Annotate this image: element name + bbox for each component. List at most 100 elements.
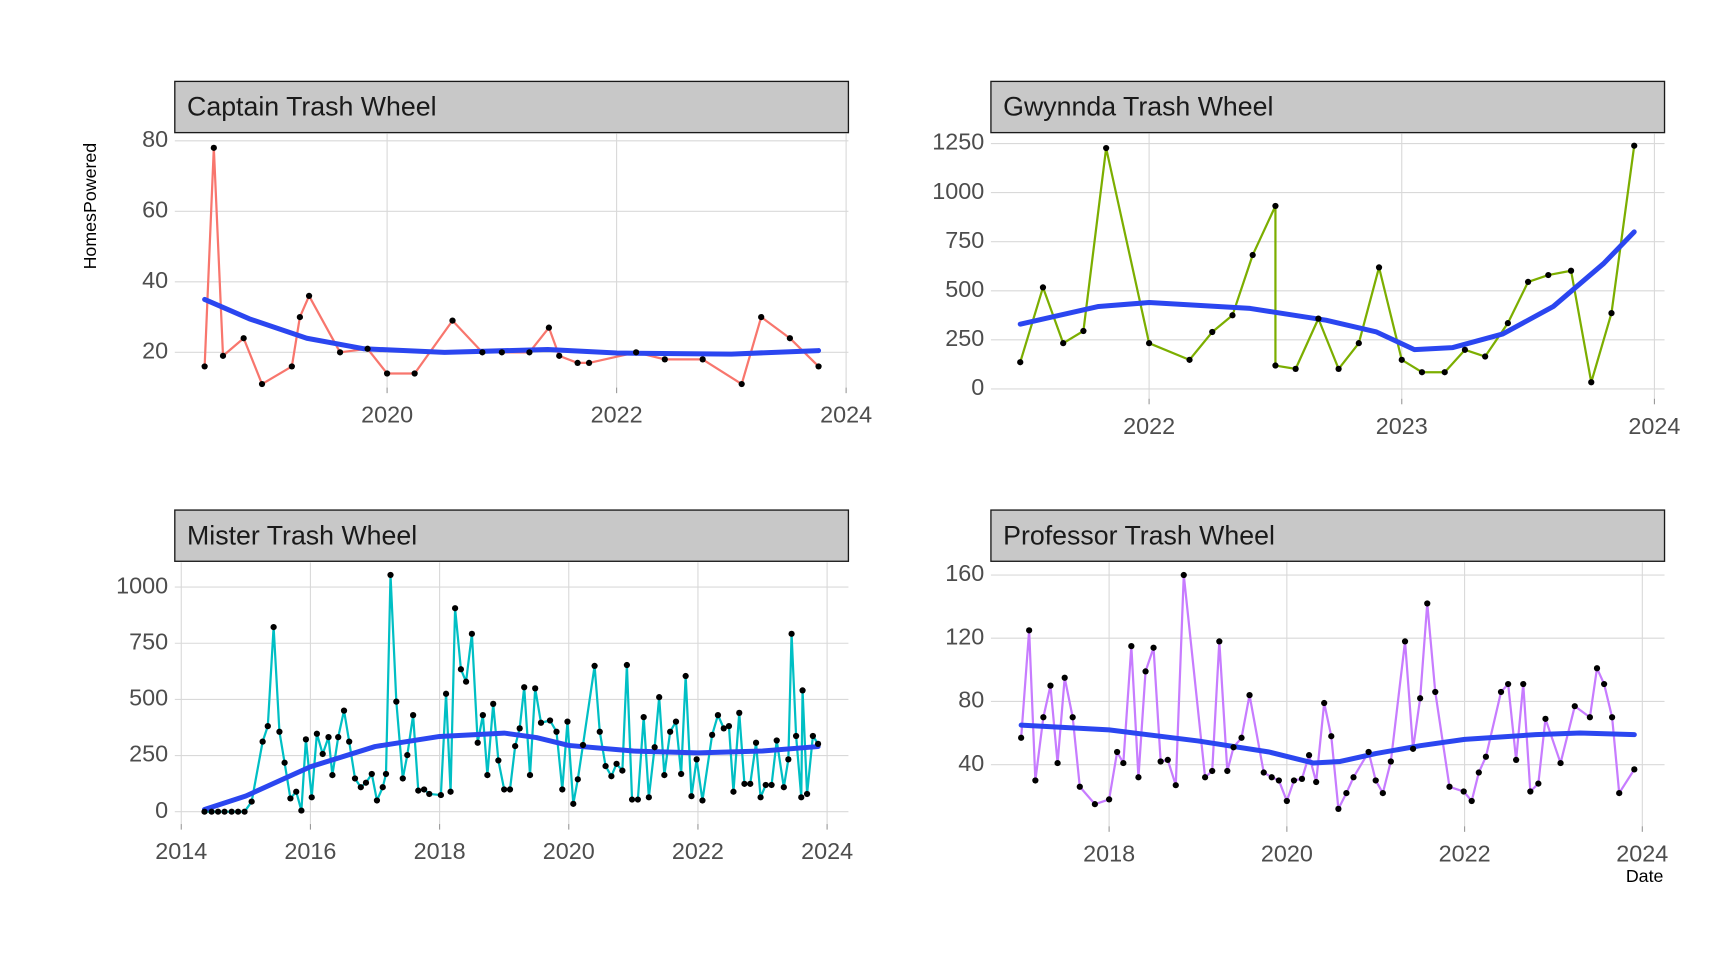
data-point: [591, 662, 598, 670]
data-point: [1475, 769, 1482, 776]
data-point: [479, 711, 486, 719]
data-point: [556, 352, 563, 359]
data-point: [678, 770, 685, 778]
data-point: [210, 144, 217, 151]
panel: 0 250 500 750 1000 2014 2016 2018 2020 2022 2024: [116, 562, 853, 864]
y-tick-label: 750: [945, 227, 984, 253]
data-point: [1409, 745, 1417, 752]
data-point: [1103, 144, 1110, 152]
data-point: [736, 709, 743, 716]
x-tick-label: 2022: [1439, 840, 1491, 866]
y-tick-label: 500: [945, 276, 984, 302]
data-point: [382, 770, 390, 778]
data-point: [1387, 758, 1394, 765]
y-tick-label: 120: [945, 623, 984, 649]
strip-title: Mister Trash Wheel: [187, 520, 417, 550]
data-point: [1201, 774, 1209, 781]
y-tick-label: 40: [142, 267, 168, 293]
data-point: [379, 784, 386, 791]
data-point: [1209, 328, 1216, 336]
panel: 40 80 120 160 2018 2020 2022 2024: [945, 560, 1668, 866]
data-point: [1145, 340, 1153, 347]
x-tick-label: 2022: [672, 838, 724, 864]
data-point: [730, 788, 737, 795]
data-point: [506, 786, 514, 793]
data-point: [1608, 714, 1616, 721]
data-point: [709, 731, 716, 738]
data-point: [1542, 715, 1549, 722]
data-point: [399, 775, 406, 782]
data-point: [449, 317, 456, 324]
data-point: [672, 718, 680, 725]
data-point: [1026, 627, 1033, 634]
data-point: [404, 751, 411, 759]
data-point: [613, 760, 620, 767]
data-point: [1557, 759, 1564, 767]
data-point: [699, 356, 706, 363]
data-point: [201, 363, 208, 370]
data-point: [329, 771, 336, 779]
y-tick-label: 0: [971, 374, 984, 400]
data-point: [574, 359, 581, 367]
data-point: [1460, 788, 1467, 795]
data-point: [693, 756, 700, 763]
data-point: [1180, 571, 1187, 579]
data-point: [383, 370, 391, 377]
data-point: [537, 719, 545, 726]
data-point: [298, 807, 305, 814]
data-point: [521, 684, 528, 691]
data-point: [738, 380, 745, 388]
data-point: [1497, 688, 1505, 696]
data-point: [645, 794, 652, 801]
data-point: [656, 694, 663, 701]
data-point: [545, 324, 553, 331]
data-point: [559, 786, 566, 793]
data-point: [276, 728, 283, 735]
data-point: [214, 808, 222, 815]
data-point: [1080, 327, 1087, 335]
strip-title: Captain Trash Wheel: [187, 92, 437, 122]
data-point: [762, 781, 769, 789]
data-point: [1076, 783, 1083, 790]
data-point: [1047, 682, 1054, 689]
data-point: [373, 797, 381, 804]
data-point: [1505, 680, 1512, 688]
data-point: [526, 349, 533, 356]
data-point: [1335, 805, 1342, 813]
x-tick-label: 2022: [591, 402, 643, 428]
data-point: [1343, 789, 1350, 797]
data-point: [287, 795, 294, 802]
data-point: [1268, 774, 1275, 781]
data-point: [308, 794, 315, 801]
data-point: [780, 784, 787, 791]
y-tick-label: 40: [958, 750, 984, 776]
data-point: [442, 690, 450, 697]
data-point: [661, 356, 668, 363]
data-point: [335, 734, 342, 741]
data-point: [1524, 278, 1532, 286]
data-point: [1461, 346, 1469, 353]
data-point: [420, 786, 428, 793]
data-point: [340, 707, 348, 714]
data-point: [387, 571, 394, 579]
data-point: [747, 780, 754, 787]
data-point: [1142, 668, 1149, 675]
data-point: [1283, 797, 1290, 805]
data-point: [1482, 753, 1490, 760]
data-point: [1545, 271, 1552, 279]
data-point: [1216, 638, 1223, 645]
data-point: [501, 786, 508, 793]
data-point: [1091, 801, 1099, 808]
data-point: [1608, 310, 1615, 317]
x-axis-title: Date: [1626, 866, 1664, 886]
data-point: [346, 738, 353, 745]
data-point: [1513, 756, 1520, 764]
data-point: [564, 718, 571, 725]
data-point: [1229, 312, 1236, 319]
y-tick-label: 250: [945, 325, 984, 351]
strip: [174, 80, 850, 134]
y-axis-title: HomesPowered: [80, 143, 100, 270]
data-line: [1020, 573, 1636, 811]
data-point: [1106, 796, 1113, 803]
data-point: [661, 771, 668, 779]
